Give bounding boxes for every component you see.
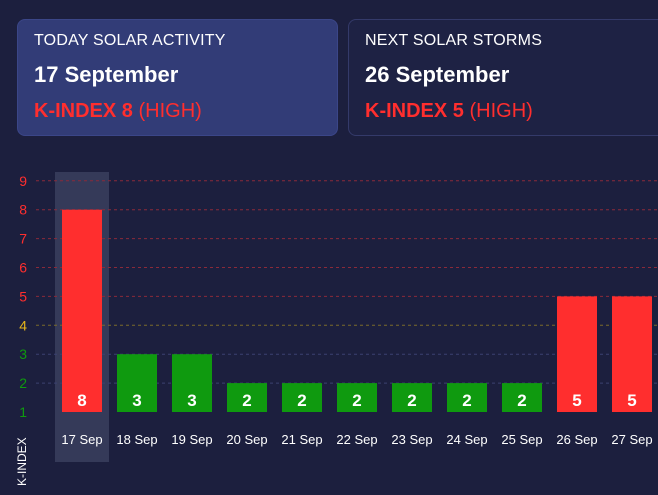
bar-value-label: 2 <box>517 391 526 410</box>
today-kindex-level: (HIGH) <box>138 100 202 122</box>
today-card-label: TODAY SOLAR ACTIVITY <box>34 32 226 49</box>
today-kindex-prefix: K-INDEX <box>34 100 117 122</box>
y-tick-label: 1 <box>19 404 27 420</box>
y-axis-ticks: 1 2 3 4 5 6 7 8 9 <box>19 173 27 420</box>
y-tick-label: 5 <box>19 288 27 304</box>
bar-value-label: 5 <box>627 391 636 410</box>
bar <box>502 383 542 412</box>
x-tick-label: 26 Sep <box>556 432 597 447</box>
x-tick-label: 23 Sep <box>391 432 432 447</box>
bar <box>392 383 432 412</box>
bar <box>612 296 652 412</box>
y-tick-label: 9 <box>19 173 27 189</box>
today-kindex: K-INDEX 8 (HIGH) <box>34 100 321 123</box>
bar-value-label: 2 <box>407 391 416 410</box>
bar <box>282 383 322 412</box>
x-tick-label: 17 Sep <box>61 432 102 447</box>
bar-value-label: 5 <box>572 391 581 410</box>
x-tick-label: 18 Sep <box>116 432 157 447</box>
y-tick-label: 2 <box>19 375 27 391</box>
bar-value-label: 3 <box>132 391 141 410</box>
bar-value-label: 3 <box>187 391 196 410</box>
y-tick-label: 8 <box>19 202 27 218</box>
x-tick-label: 20 Sep <box>226 432 267 447</box>
next-storms-card[interactable]: NEXT SOLAR STORMS 26 September K-INDEX 5… <box>348 19 658 136</box>
next-kindex: K-INDEX 5 (HIGH) <box>365 100 651 123</box>
bar <box>117 354 157 412</box>
kindex-bar-chart: 1 2 3 4 5 6 7 8 9 8 3 3 2 2 2 2 2 2 5 5 17 Sep 18 Sep 19 Sep… <box>15 172 658 486</box>
today-activity-card[interactable]: TODAY SOLAR ACTIVITY 17 September K-INDE… <box>17 19 338 136</box>
next-kindex-prefix: K-INDEX <box>365 100 448 122</box>
x-tick-label: 27 Sep <box>611 432 652 447</box>
next-kindex-level: (HIGH) <box>469 100 533 122</box>
bar <box>447 383 487 412</box>
x-tick-label: 21 Sep <box>281 432 322 447</box>
bar-value-label: 2 <box>297 391 306 410</box>
next-card-label: NEXT SOLAR STORMS <box>365 32 543 49</box>
x-tick-label: 25 Sep <box>501 432 542 447</box>
bar <box>227 383 267 412</box>
today-card-date: 17 September <box>34 62 179 87</box>
bar <box>337 383 377 412</box>
x-tick-label: 19 Sep <box>171 432 212 447</box>
y-tick-label: 6 <box>19 260 27 276</box>
bar-value-label: 8 <box>77 391 86 410</box>
y-tick-label: 7 <box>19 231 27 247</box>
x-tick-label: 24 Sep <box>446 432 487 447</box>
x-axis-ticks: 17 Sep 18 Sep 19 Sep 20 Sep 21 Sep 22 Sep 23 S… <box>61 432 652 447</box>
today-kindex-value: 8 <box>121 100 133 122</box>
bar-value-label: 2 <box>462 391 471 410</box>
y-axis-title: K-INDEX <box>15 437 29 486</box>
bar <box>557 296 597 412</box>
next-card-date: 26 September <box>365 62 510 87</box>
y-tick-label: 4 <box>19 317 27 333</box>
bar <box>172 354 212 412</box>
bar-value-label: 2 <box>242 391 251 410</box>
y-tick-label: 3 <box>19 346 27 362</box>
bar <box>62 209 102 412</box>
bar-value-label: 2 <box>352 391 361 410</box>
x-tick-label: 22 Sep <box>336 432 377 447</box>
bars-layer: 8 3 3 2 2 2 2 2 2 5 5 <box>62 209 652 412</box>
next-kindex-value: 5 <box>452 100 464 122</box>
